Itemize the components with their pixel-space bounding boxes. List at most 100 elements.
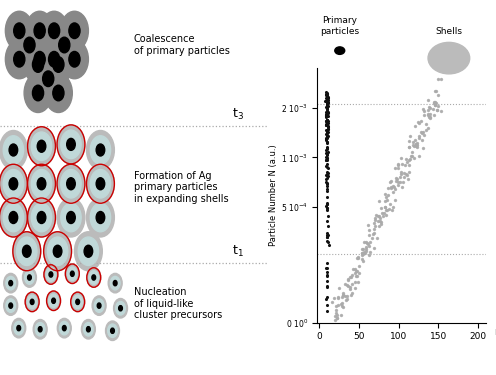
Point (383, 207, 391, 213)
Point (323, 104, 331, 110)
Point (334, 302, 342, 307)
Point (338, 303, 346, 309)
Point (379, 210, 387, 216)
Point (365, 226, 373, 232)
Point (323, 93, 331, 99)
Point (322, 172, 330, 178)
Circle shape (17, 326, 21, 331)
Point (424, 111, 432, 117)
Point (371, 226, 378, 232)
Text: Nucleation
of liquid-like
cluster precursors: Nucleation of liquid-like cluster precur… (134, 287, 222, 320)
Point (323, 151, 331, 157)
Point (392, 175, 400, 181)
Circle shape (6, 299, 15, 312)
Point (354, 255, 362, 261)
Point (423, 127, 431, 133)
Point (323, 171, 331, 177)
Point (332, 307, 340, 313)
Point (358, 246, 366, 252)
Point (322, 202, 330, 208)
Circle shape (86, 327, 90, 332)
Circle shape (57, 125, 85, 164)
Point (431, 99, 438, 105)
Point (332, 315, 340, 321)
Point (323, 96, 331, 102)
Point (322, 122, 330, 128)
Circle shape (40, 40, 68, 79)
Circle shape (26, 11, 54, 50)
Point (323, 117, 331, 123)
Point (323, 95, 331, 101)
Point (437, 75, 445, 81)
Point (323, 234, 331, 240)
Point (347, 274, 355, 280)
Circle shape (28, 275, 31, 280)
Point (323, 135, 331, 141)
Circle shape (96, 144, 105, 156)
Point (417, 129, 425, 135)
Point (409, 142, 417, 148)
Point (416, 135, 424, 141)
Point (323, 122, 331, 128)
Point (431, 99, 438, 105)
Circle shape (69, 51, 80, 67)
Circle shape (32, 57, 44, 72)
Circle shape (74, 232, 102, 271)
Point (408, 153, 416, 159)
Point (377, 205, 385, 211)
Point (394, 182, 402, 188)
Point (349, 266, 357, 272)
Circle shape (108, 324, 118, 338)
Point (324, 170, 332, 176)
Text: Primary
particles: Primary particles (320, 16, 359, 36)
Point (402, 156, 410, 162)
Point (322, 176, 330, 182)
Point (402, 171, 410, 177)
Point (322, 158, 330, 164)
Point (393, 177, 401, 183)
Point (322, 170, 330, 176)
Point (403, 172, 411, 178)
Text: t$_3$: t$_3$ (232, 107, 244, 122)
Circle shape (14, 23, 25, 39)
Point (433, 87, 440, 93)
Point (409, 139, 417, 145)
Circle shape (34, 23, 45, 39)
Point (323, 205, 331, 211)
Point (386, 201, 394, 207)
Point (412, 143, 420, 149)
Point (407, 153, 415, 159)
Circle shape (9, 144, 18, 156)
Circle shape (335, 47, 345, 54)
Point (324, 232, 332, 238)
Circle shape (47, 291, 61, 310)
Circle shape (59, 37, 70, 53)
Point (398, 184, 406, 190)
Point (349, 272, 357, 278)
Point (376, 215, 384, 221)
Circle shape (30, 299, 34, 304)
Circle shape (66, 211, 75, 223)
Point (419, 146, 427, 152)
Circle shape (61, 170, 81, 198)
Point (404, 176, 412, 182)
Text: nm: nm (495, 327, 496, 337)
Point (323, 113, 331, 119)
Point (322, 89, 330, 95)
Circle shape (86, 164, 115, 203)
Circle shape (12, 318, 26, 338)
Circle shape (94, 299, 104, 312)
Circle shape (0, 198, 27, 237)
Point (420, 112, 428, 118)
Point (417, 118, 425, 124)
Point (323, 130, 331, 136)
Point (323, 207, 331, 213)
Point (375, 223, 383, 229)
Point (322, 113, 330, 119)
Point (323, 145, 331, 151)
Point (323, 106, 331, 112)
Point (323, 98, 331, 104)
Point (426, 114, 434, 120)
Point (337, 312, 345, 318)
Point (323, 181, 331, 187)
